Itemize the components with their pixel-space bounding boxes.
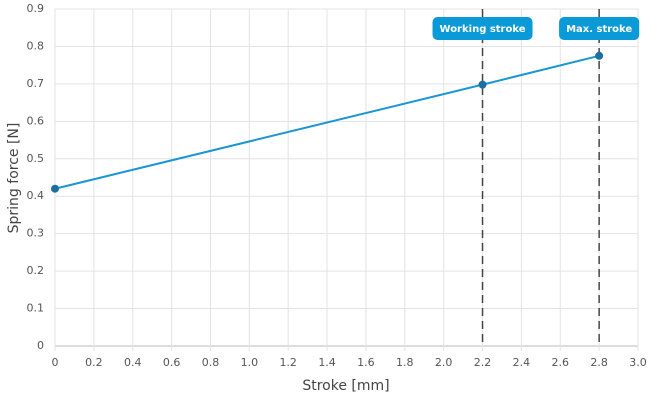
- y-axis-title: Spring force [N]: [6, 123, 22, 234]
- y-tick-label: 0.6: [27, 114, 45, 127]
- point: [478, 80, 487, 89]
- y-tick-label: 0: [37, 339, 44, 352]
- x-tick-label: 0.8: [202, 356, 220, 369]
- x-tick-label: 3.0: [629, 356, 647, 369]
- annotation-label: Max. stroke: [566, 24, 632, 35]
- annotation: Max. stroke: [559, 17, 640, 40]
- annotation-label: Working stroke: [440, 24, 526, 35]
- x-tick-label: 0.4: [124, 356, 142, 369]
- x-axis-title: Stroke [mm]: [302, 378, 389, 394]
- x-tick-label: 1.0: [241, 356, 259, 369]
- x-tick-label: 2.0: [435, 356, 453, 369]
- annotation-box: [559, 17, 640, 40]
- y-tick-label: 0.5: [27, 152, 45, 165]
- x-tick-label: 2.2: [474, 356, 492, 369]
- x-tick-label: 1.4: [318, 356, 336, 369]
- y-tick-label: 0.3: [27, 227, 45, 240]
- point: [51, 184, 59, 193]
- y-tick-label: 0.9: [27, 2, 45, 15]
- annotation: Working stroke: [432, 17, 533, 40]
- y-tick-label: 0.4: [27, 189, 45, 202]
- x-tick-label: 0.2: [85, 356, 103, 369]
- x-tick-label: 2.8: [590, 356, 608, 369]
- y-tick-label: 0.8: [27, 39, 45, 52]
- x-tick-label: 0.6: [163, 356, 181, 369]
- y-tick-label: 0.7: [27, 77, 45, 90]
- x-tick-label: 2.6: [552, 356, 570, 369]
- x-tick-label: 0: [52, 356, 59, 369]
- y-tick-label: 0.2: [27, 264, 45, 277]
- annotation-box: [432, 17, 533, 40]
- x-tick-label: 2.4: [513, 356, 531, 369]
- x-tick-label: 1.6: [357, 356, 375, 369]
- y-tick-label: 0.1: [27, 302, 45, 315]
- point: [595, 51, 604, 60]
- x-tick-label: 1.8: [396, 356, 414, 369]
- x-tick-label: 1.2: [279, 356, 297, 369]
